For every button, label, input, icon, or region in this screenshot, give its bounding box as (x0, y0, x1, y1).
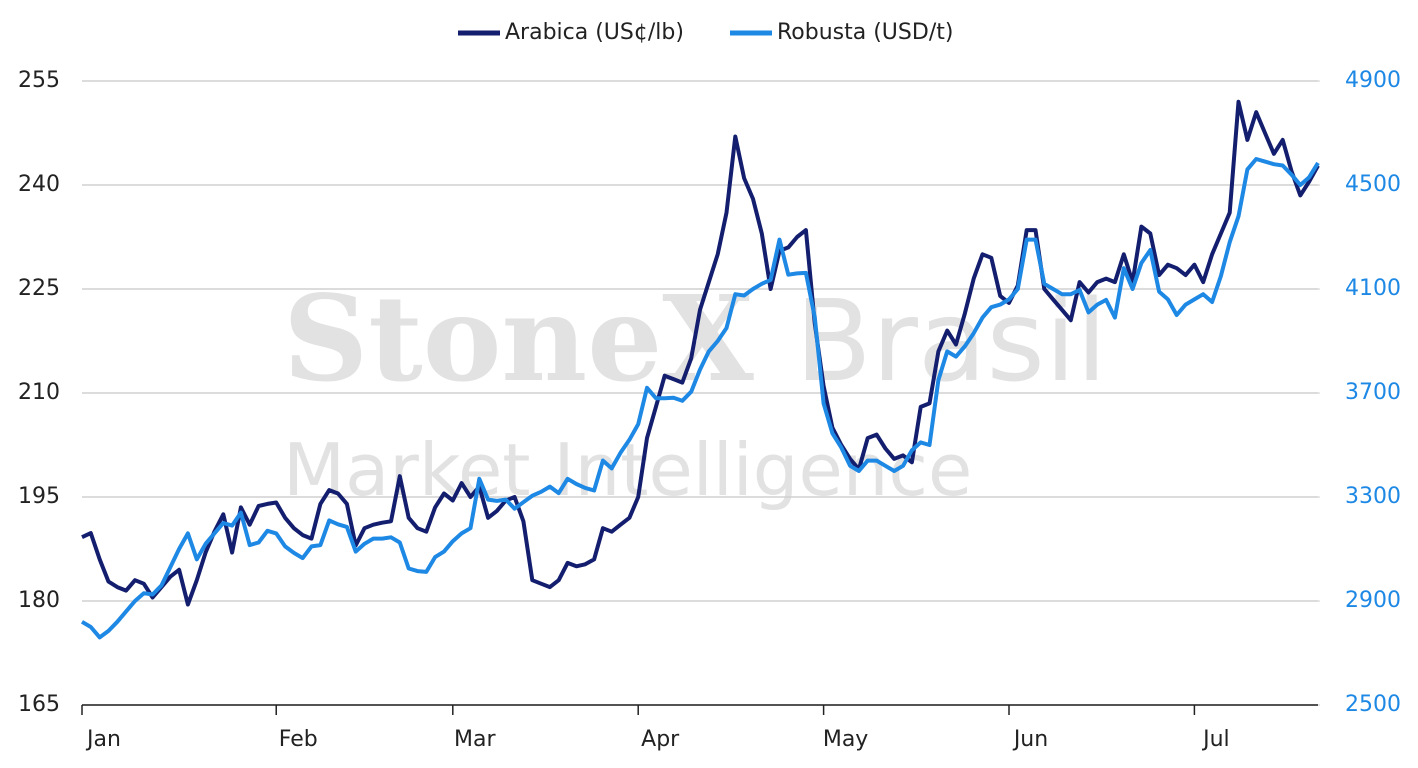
legend-label: Robusta (USD/t) (777, 20, 953, 45)
x-tick-label: May (823, 727, 868, 752)
y2-tick-label: 2900 (1345, 588, 1401, 613)
x-tick-label: Feb (279, 727, 318, 752)
x-tick-label: Jan (85, 727, 121, 752)
y-tick-label: 180 (18, 588, 60, 613)
y-tick-label: 255 (18, 68, 60, 93)
x-tick-label: Jul (1201, 727, 1230, 752)
y-tick-label: 225 (18, 276, 60, 301)
y-tick-label: 165 (18, 692, 60, 717)
line-series (81, 99, 1320, 607)
y2-tick-label: 2500 (1345, 692, 1401, 717)
y2-tick-label: 3300 (1345, 484, 1401, 509)
y-tick-label: 210 (18, 380, 60, 405)
y2-tick-label: 3700 (1345, 380, 1401, 405)
legend-label: Arabica (US¢/lb) (505, 20, 684, 45)
y-tick-label: 240 (18, 172, 60, 197)
y2-tick-label: 4100 (1345, 276, 1401, 301)
watermark-region: Brasil (795, 277, 1107, 407)
y2-tick-label: 4500 (1345, 172, 1401, 197)
x-tick-label: Mar (454, 727, 496, 752)
x-tick-label: Jun (1012, 727, 1048, 752)
x-tick-label: Apr (641, 727, 680, 752)
y2-tick-label: 4900 (1345, 68, 1401, 93)
line-series (80, 157, 1320, 640)
y-tick-label: 195 (18, 484, 60, 509)
watermark-brand: StoneX (283, 269, 754, 408)
